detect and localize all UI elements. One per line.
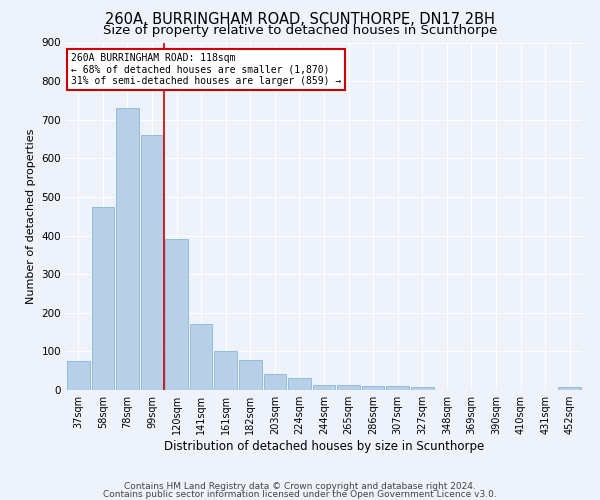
Text: Size of property relative to detached houses in Scunthorpe: Size of property relative to detached ho… (103, 24, 497, 37)
Bar (386, 386, 409, 390)
Bar (239, 360, 262, 390)
Bar (411, 387, 434, 390)
X-axis label: Distribution of detached houses by size in Scunthorpe: Distribution of detached houses by size … (164, 440, 484, 453)
Bar (67, 361, 89, 390)
Text: Contains HM Land Registry data © Crown copyright and database right 2024.: Contains HM Land Registry data © Crown c… (124, 482, 476, 491)
Bar (559, 387, 581, 390)
Bar (140, 135, 163, 390)
Text: 260A BURRINGHAM ROAD: 118sqm
← 68% of detached houses are smaller (1,870)
31% of: 260A BURRINGHAM ROAD: 118sqm ← 68% of de… (71, 53, 341, 86)
Text: Contains public sector information licensed under the Open Government Licence v3: Contains public sector information licen… (103, 490, 497, 499)
Bar (92, 206, 114, 390)
Bar (116, 108, 139, 390)
Bar (214, 352, 237, 390)
Text: 260A, BURRINGHAM ROAD, SCUNTHORPE, DN17 2BH: 260A, BURRINGHAM ROAD, SCUNTHORPE, DN17 … (105, 12, 495, 28)
Bar (190, 324, 212, 390)
Bar (337, 386, 360, 390)
Bar (263, 374, 286, 390)
Bar (165, 240, 188, 390)
Y-axis label: Number of detached properties: Number of detached properties (26, 128, 36, 304)
Bar (313, 385, 335, 390)
Bar (288, 378, 311, 390)
Bar (362, 386, 385, 390)
